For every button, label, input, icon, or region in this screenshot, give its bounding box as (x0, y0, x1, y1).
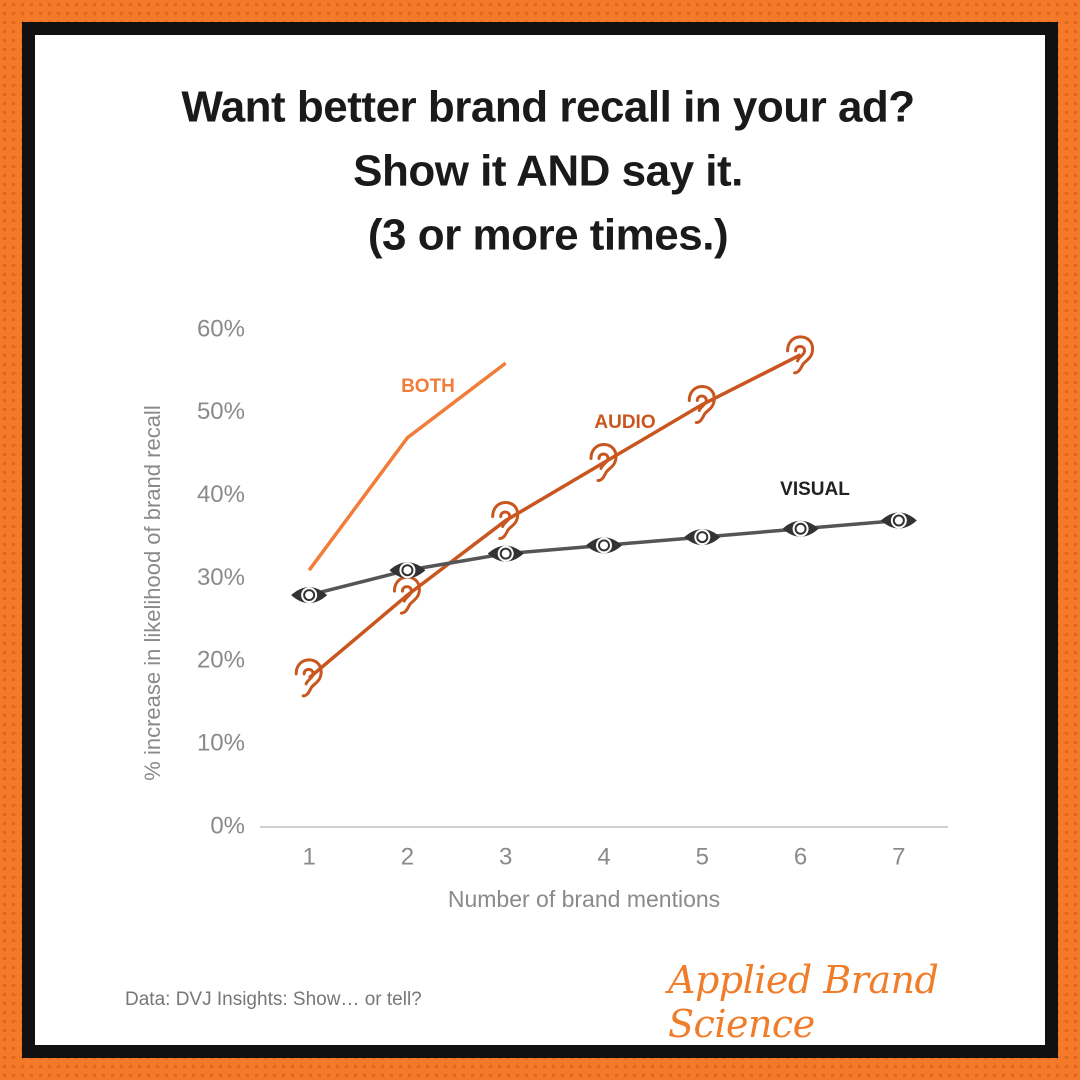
panel (35, 35, 1045, 1045)
ear-shape (687, 385, 716, 425)
marker (589, 443, 618, 483)
ear-shape (392, 575, 421, 615)
x-tick-label: 6 (794, 843, 807, 870)
marker (294, 658, 323, 698)
series-label: AUDIO (594, 412, 655, 433)
ear-shape (589, 443, 618, 483)
eye-pupil (598, 539, 610, 552)
series-label: VISUAL (780, 479, 850, 500)
chart-title: (3 or more times.) (368, 211, 728, 260)
ear-shape (491, 501, 520, 541)
marker (786, 335, 815, 375)
eye-pupil (499, 547, 512, 560)
logo: Applied Brand Science (668, 958, 939, 1046)
ear-shape (294, 658, 323, 698)
ear-shape (786, 335, 815, 375)
source: Data: DVJ Insights: Show… or tell? (125, 989, 422, 1010)
marker (389, 562, 426, 579)
marker (586, 537, 622, 554)
x-tick-label: 5 (696, 843, 709, 870)
x-axis-title: Number of brand mentions (448, 886, 720, 912)
x-tick-label: 2 (401, 843, 414, 870)
marker (491, 501, 520, 541)
x-tick-label: 7 (892, 843, 905, 870)
marker (684, 529, 721, 546)
y-tick-label: 0% (210, 812, 245, 839)
x-tick-label: 4 (597, 843, 610, 870)
chart-title: Want better brand recall in your ad? (181, 83, 914, 132)
eye-pupil (696, 531, 709, 544)
marker (392, 575, 421, 615)
marker (782, 520, 819, 537)
eye-pupil (794, 522, 807, 535)
y-tick-label: 10% (197, 730, 245, 757)
y-axis-title: % increase in likelihood of brand recall (140, 405, 165, 781)
y-tick-label: 40% (197, 481, 245, 508)
marker (880, 512, 917, 529)
y-tick-label: 50% (197, 398, 245, 425)
line (308, 353, 802, 680)
x-tick-label: 3 (499, 843, 512, 870)
x-tick-label: 1 (302, 843, 315, 870)
chart-title: Show it AND say it. (353, 147, 743, 196)
y-tick-label: 20% (197, 647, 245, 674)
eye-pupil (401, 564, 414, 577)
marker (487, 545, 524, 562)
eye-pupil (303, 589, 316, 602)
y-tick-label: 60% (197, 315, 245, 342)
marker (687, 385, 716, 425)
series-label: BOTH (401, 376, 455, 397)
eye-pupil (892, 514, 905, 527)
line (307, 361, 507, 572)
marker (291, 587, 328, 604)
y-tick-label: 30% (197, 564, 245, 591)
